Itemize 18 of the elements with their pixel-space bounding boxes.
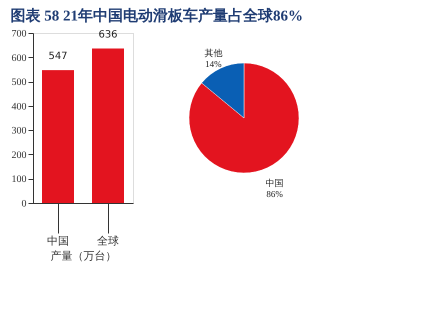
y-tick-label: 300: [12, 126, 26, 137]
y-tick-label: 400: [12, 101, 26, 112]
x-axis-title: 产量（万台）: [50, 250, 116, 262]
y-tick-label: 500: [12, 77, 26, 88]
data-label: 86%: [266, 189, 284, 200]
y-tick-label: 600: [12, 52, 26, 64]
y-tick-label: 100: [12, 174, 26, 186]
data-label: 636: [98, 30, 118, 41]
y-tick-label: 200: [12, 150, 26, 161]
slice-label: 其他: [204, 48, 222, 58]
y-tick-label: 700: [12, 28, 26, 40]
x-tick-label: 全球: [97, 234, 119, 248]
data-label: 14%: [205, 58, 222, 69]
pie-slice: [188, 62, 300, 174]
data-label: 547: [48, 51, 68, 62]
y-tick-label: 0: [22, 198, 26, 210]
chart-title: 图表 58 21年中国电动滑板车产量占全球86%: [10, 6, 303, 24]
slice-label: 中国: [266, 178, 284, 188]
